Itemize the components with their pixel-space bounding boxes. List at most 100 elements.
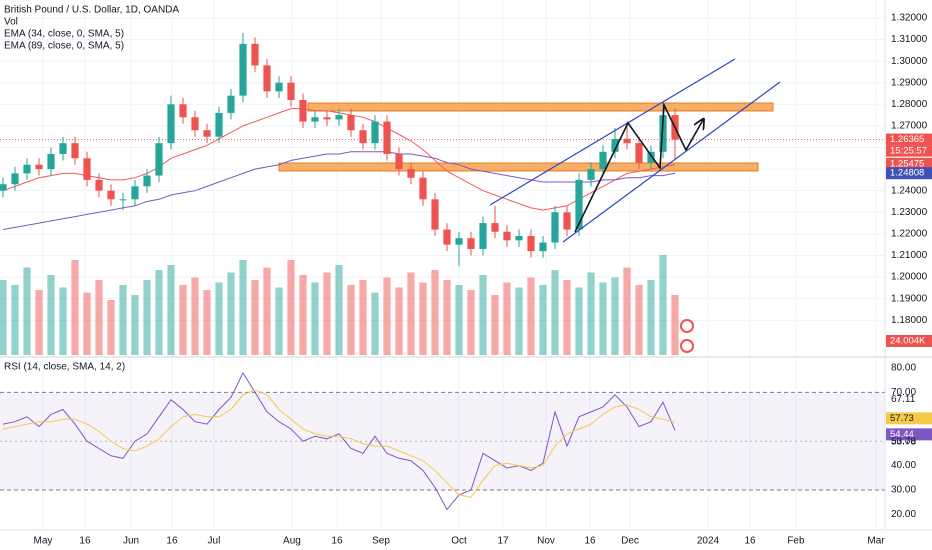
rsi-title: RSI (14, close, SMA, 14, 2) — [4, 362, 125, 373]
volume-bar — [155, 270, 163, 355]
volume-bar — [599, 282, 607, 355]
volume-bar — [167, 265, 175, 355]
grid — [0, 0, 885, 530]
volume-bar — [227, 272, 235, 355]
volume-bar — [215, 282, 223, 355]
volume-bar — [335, 265, 343, 355]
candle-body — [587, 169, 595, 180]
volume-label: 24.004K — [890, 336, 926, 347]
volume-bar — [551, 270, 559, 355]
x-tick-label: 2024 — [697, 536, 720, 547]
volume-bar — [347, 285, 355, 355]
indicator-lines — [0, 108, 885, 511]
y-tick-label: 70.00 — [891, 387, 916, 398]
candle-body — [647, 151, 655, 163]
volume-bar — [395, 287, 403, 355]
last-price-label: 1.26365 — [890, 134, 924, 145]
candle-body — [455, 238, 463, 245]
volume-bar — [503, 282, 511, 355]
low-label-box — [886, 157, 932, 170]
volume-bar — [203, 290, 211, 355]
y-tick-label: 1.27000 — [891, 121, 928, 132]
candle-body — [443, 229, 451, 245]
candle-body — [611, 138, 619, 152]
volume-bar — [659, 255, 667, 355]
y-tick-label: 20.00 — [891, 509, 916, 520]
ema89-label: 1.24808 — [890, 168, 924, 179]
candle-body — [275, 82, 283, 92]
rsi-value-box — [886, 428, 932, 441]
x-tick-label: 16 — [744, 536, 756, 547]
y-tick-label: 1.21000 — [891, 250, 928, 261]
rsi-value-label: 57.73 — [890, 413, 914, 424]
volume-bar — [299, 275, 307, 355]
volume-bar — [239, 260, 247, 355]
volume-bar — [107, 300, 115, 355]
volume-bar — [359, 280, 367, 355]
candle-body — [143, 175, 151, 187]
volume-bar — [419, 282, 427, 355]
candle-body — [515, 236, 523, 241]
candle-body — [311, 117, 319, 122]
candle-body — [251, 43, 259, 66]
volume-label-box — [886, 335, 932, 347]
y-tick-label: 1.24000 — [891, 185, 928, 196]
event-icon[interactable] — [680, 319, 694, 333]
volume-bar — [311, 282, 319, 355]
candle-body — [539, 242, 547, 252]
y-tick-label: 1.31000 — [891, 34, 928, 45]
candle-body — [659, 115, 667, 152]
volume-bar — [527, 277, 535, 355]
candle-body — [371, 121, 379, 144]
candle-body — [419, 177, 427, 200]
candle-body — [191, 117, 199, 131]
countdown: 15:25:57 — [890, 146, 927, 157]
candles — [0, 33, 679, 267]
x-tick-label: 16 — [584, 536, 596, 547]
volume-bar — [371, 292, 379, 355]
volume-bar — [611, 277, 619, 355]
candle-body — [119, 199, 127, 201]
zigzag-projection — [574, 101, 703, 233]
rsi-line — [2, 389, 676, 498]
event-icon[interactable] — [680, 339, 694, 353]
candle-body — [407, 169, 415, 178]
candle-body — [467, 238, 475, 249]
x-tick-label: May — [34, 536, 53, 547]
last-price-label-box — [886, 133, 932, 146]
candle-body — [179, 104, 187, 118]
candle-body — [11, 173, 19, 185]
rsi-band — [0, 392, 885, 490]
candle-body — [479, 223, 487, 249]
y-tick-label: 1.29000 — [891, 77, 928, 88]
candle-body — [23, 164, 31, 174]
volume-bar — [71, 260, 79, 355]
volume-legend: Vol — [4, 17, 18, 28]
axes: 1.18000 1.19000 1.20000 1.21000 1.22000 1.230… — [34, 13, 932, 547]
volume-bar — [575, 287, 583, 355]
candle-body — [623, 138, 631, 144]
candle-body — [131, 186, 139, 200]
candle-body — [503, 231, 511, 241]
x-tick-label: Oct — [451, 536, 467, 547]
candle-body — [599, 151, 607, 170]
rsi-marker-label: 53.78 — [891, 437, 916, 448]
candle-body — [383, 121, 391, 154]
volume-bar — [671, 294, 679, 355]
rsi-value-box — [886, 412, 932, 425]
candle-body — [35, 164, 43, 170]
candle-body — [155, 143, 163, 176]
volume-bar — [407, 272, 415, 355]
candle-body — [347, 115, 355, 131]
symbol-title: British Pound / U.S. Dollar, 1D, OANDA — [4, 5, 179, 16]
x-tick-label: 17 — [497, 536, 509, 547]
x-tick-label: Mar — [867, 536, 885, 547]
volume-bar — [443, 280, 451, 355]
candle-body — [47, 153, 55, 170]
candle-body — [59, 143, 67, 154]
channel-lower — [562, 81, 781, 243]
x-tick-label: 16 — [331, 536, 343, 547]
candle-body — [359, 130, 367, 144]
candle-body — [527, 236, 535, 252]
channel-upper — [489, 58, 736, 206]
